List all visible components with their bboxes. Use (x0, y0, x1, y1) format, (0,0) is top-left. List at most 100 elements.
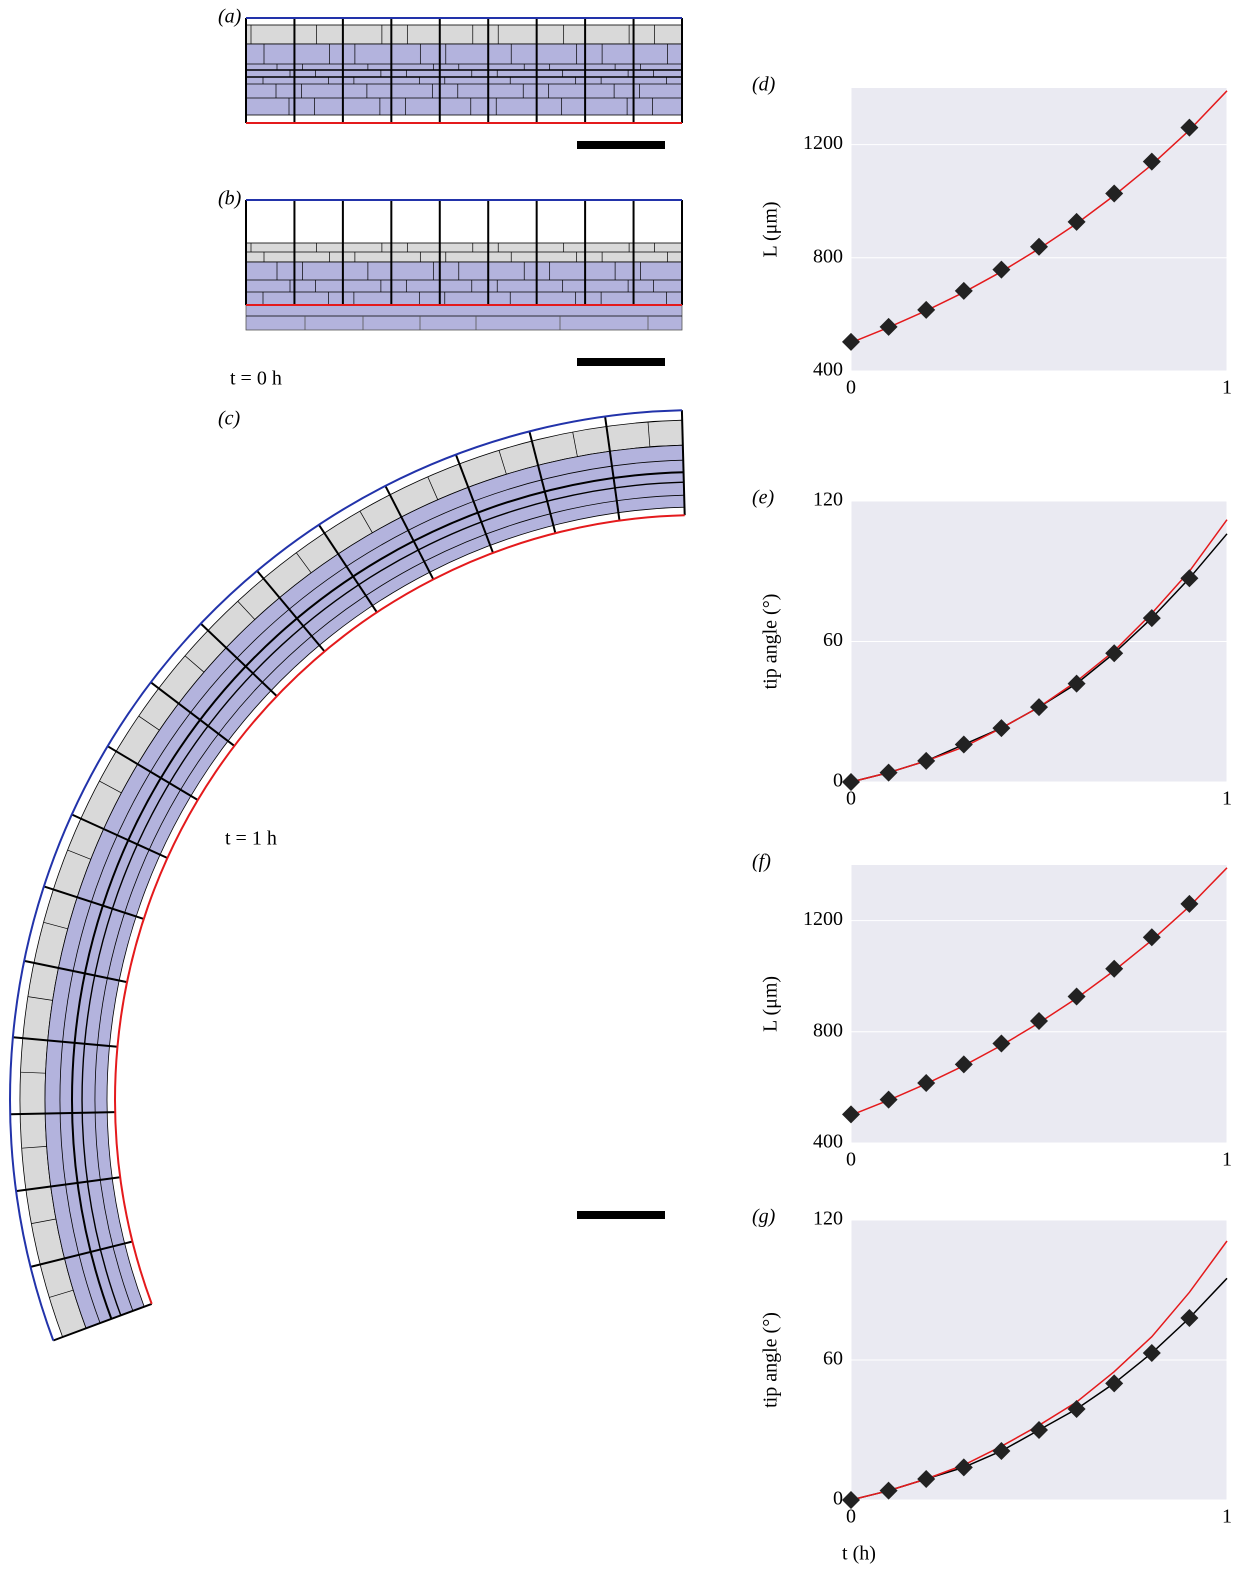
data-point (917, 1073, 936, 1092)
cell-wall (498, 450, 507, 475)
cell-wall (81, 481, 684, 1316)
data-point (842, 1105, 860, 1124)
data-point (1105, 959, 1124, 978)
data-point (954, 1458, 973, 1477)
data-point (1105, 1374, 1124, 1393)
x-tick-label: 0 (846, 1506, 856, 1528)
plot-area (851, 88, 1227, 371)
purple-layer (245, 43, 683, 116)
cell-wall (10, 1111, 116, 1116)
y-tick-label: 400 (813, 359, 843, 381)
data-point (842, 332, 860, 351)
cell-wall (680, 410, 686, 516)
y-tick-label: 60 (823, 629, 843, 651)
time-label: t = 1 h (225, 828, 277, 850)
plot-area (851, 865, 1227, 1143)
cell-wall (184, 655, 205, 673)
cell-wall (107, 745, 199, 801)
data-point (992, 1034, 1011, 1053)
cell-wall (150, 681, 236, 747)
panel-label: (e) (752, 487, 775, 509)
data-point (1142, 1344, 1161, 1362)
data-point (1180, 894, 1199, 913)
cell-wall (71, 813, 168, 859)
data-point (1067, 987, 1086, 1006)
cell-wall (67, 849, 91, 860)
x-tick-label: 1 (1222, 377, 1232, 399)
cell-wall (454, 454, 494, 554)
y-tick-label: 0 (833, 770, 843, 792)
scale-bar (577, 1211, 665, 1219)
cell-wall (52, 1302, 153, 1342)
x-tick-label: 1 (1222, 788, 1232, 810)
data-point (1142, 152, 1161, 171)
data-point (1030, 1011, 1048, 1030)
data-point (842, 1491, 860, 1509)
panel-label: (b) (218, 188, 242, 210)
y-tick-label: 1200 (803, 132, 843, 154)
data-point (1105, 184, 1124, 203)
cell-wall (647, 421, 651, 447)
data-point (1180, 569, 1199, 588)
data-point (954, 281, 973, 300)
data-point (1067, 1400, 1086, 1418)
cell-wall (359, 510, 373, 533)
cell-wall (49, 1289, 74, 1298)
cell-wall (12, 1036, 118, 1048)
data-point (879, 763, 898, 782)
data-point (879, 1090, 898, 1109)
data-point (1030, 698, 1048, 717)
y-axis-label: tip angle (°) (760, 1312, 782, 1408)
panel-label: (d) (752, 74, 776, 96)
data-point (954, 735, 973, 754)
panel-label: (a) (218, 6, 242, 28)
cell-wall (94, 494, 685, 1312)
data-point (992, 1442, 1011, 1460)
cell-wall (427, 476, 439, 500)
y-tick-label: 800 (813, 245, 843, 267)
gray-layer (245, 24, 683, 45)
purple-layer (245, 261, 683, 306)
lower-edge (114, 514, 685, 1305)
cell-wall (27, 996, 53, 1001)
cell-wall (71, 471, 684, 1320)
data-point (879, 317, 898, 336)
data-point (1030, 237, 1048, 256)
cell-wall (318, 524, 378, 613)
data-point (917, 751, 936, 770)
purple-layer (44, 444, 685, 1329)
x-axis-label: t (h) (842, 1543, 876, 1565)
cell-wall (528, 431, 557, 534)
y-tick-label: 60 (823, 1348, 843, 1370)
y-axis-label: L (μm) (760, 976, 782, 1032)
data-point (879, 1481, 898, 1500)
x-tick-label: 0 (846, 377, 856, 399)
y-tick-label: 0 (833, 1488, 843, 1510)
cell-wall (31, 1218, 56, 1224)
data-point (1067, 212, 1086, 231)
cell-wall (138, 715, 160, 731)
data-point (992, 719, 1011, 738)
x-tick-label: 0 (846, 1149, 856, 1171)
cell-wall (384, 485, 435, 580)
cell-wall (296, 552, 312, 574)
cell-wall (572, 431, 578, 457)
cell-wall (256, 570, 326, 653)
y-tick-label: 400 (813, 1131, 843, 1153)
panel-label: (f) (752, 851, 771, 873)
cell-wall (200, 622, 278, 697)
data-point (917, 1470, 936, 1488)
y-axis-label: tip angle (°) (760, 594, 782, 690)
data-point (1030, 1421, 1048, 1439)
cell-wall (21, 1146, 47, 1149)
cell-wall (30, 1240, 133, 1268)
data-point (992, 260, 1011, 279)
data-point (1142, 928, 1161, 947)
cell-wall (99, 780, 122, 794)
cell-wall (15, 1176, 121, 1193)
y-tick-label: 800 (813, 1019, 843, 1041)
gray-layer (245, 242, 683, 263)
y-tick-label: 1200 (803, 908, 843, 930)
y-tick-label: 120 (813, 1208, 843, 1230)
cell-wall (23, 959, 128, 984)
